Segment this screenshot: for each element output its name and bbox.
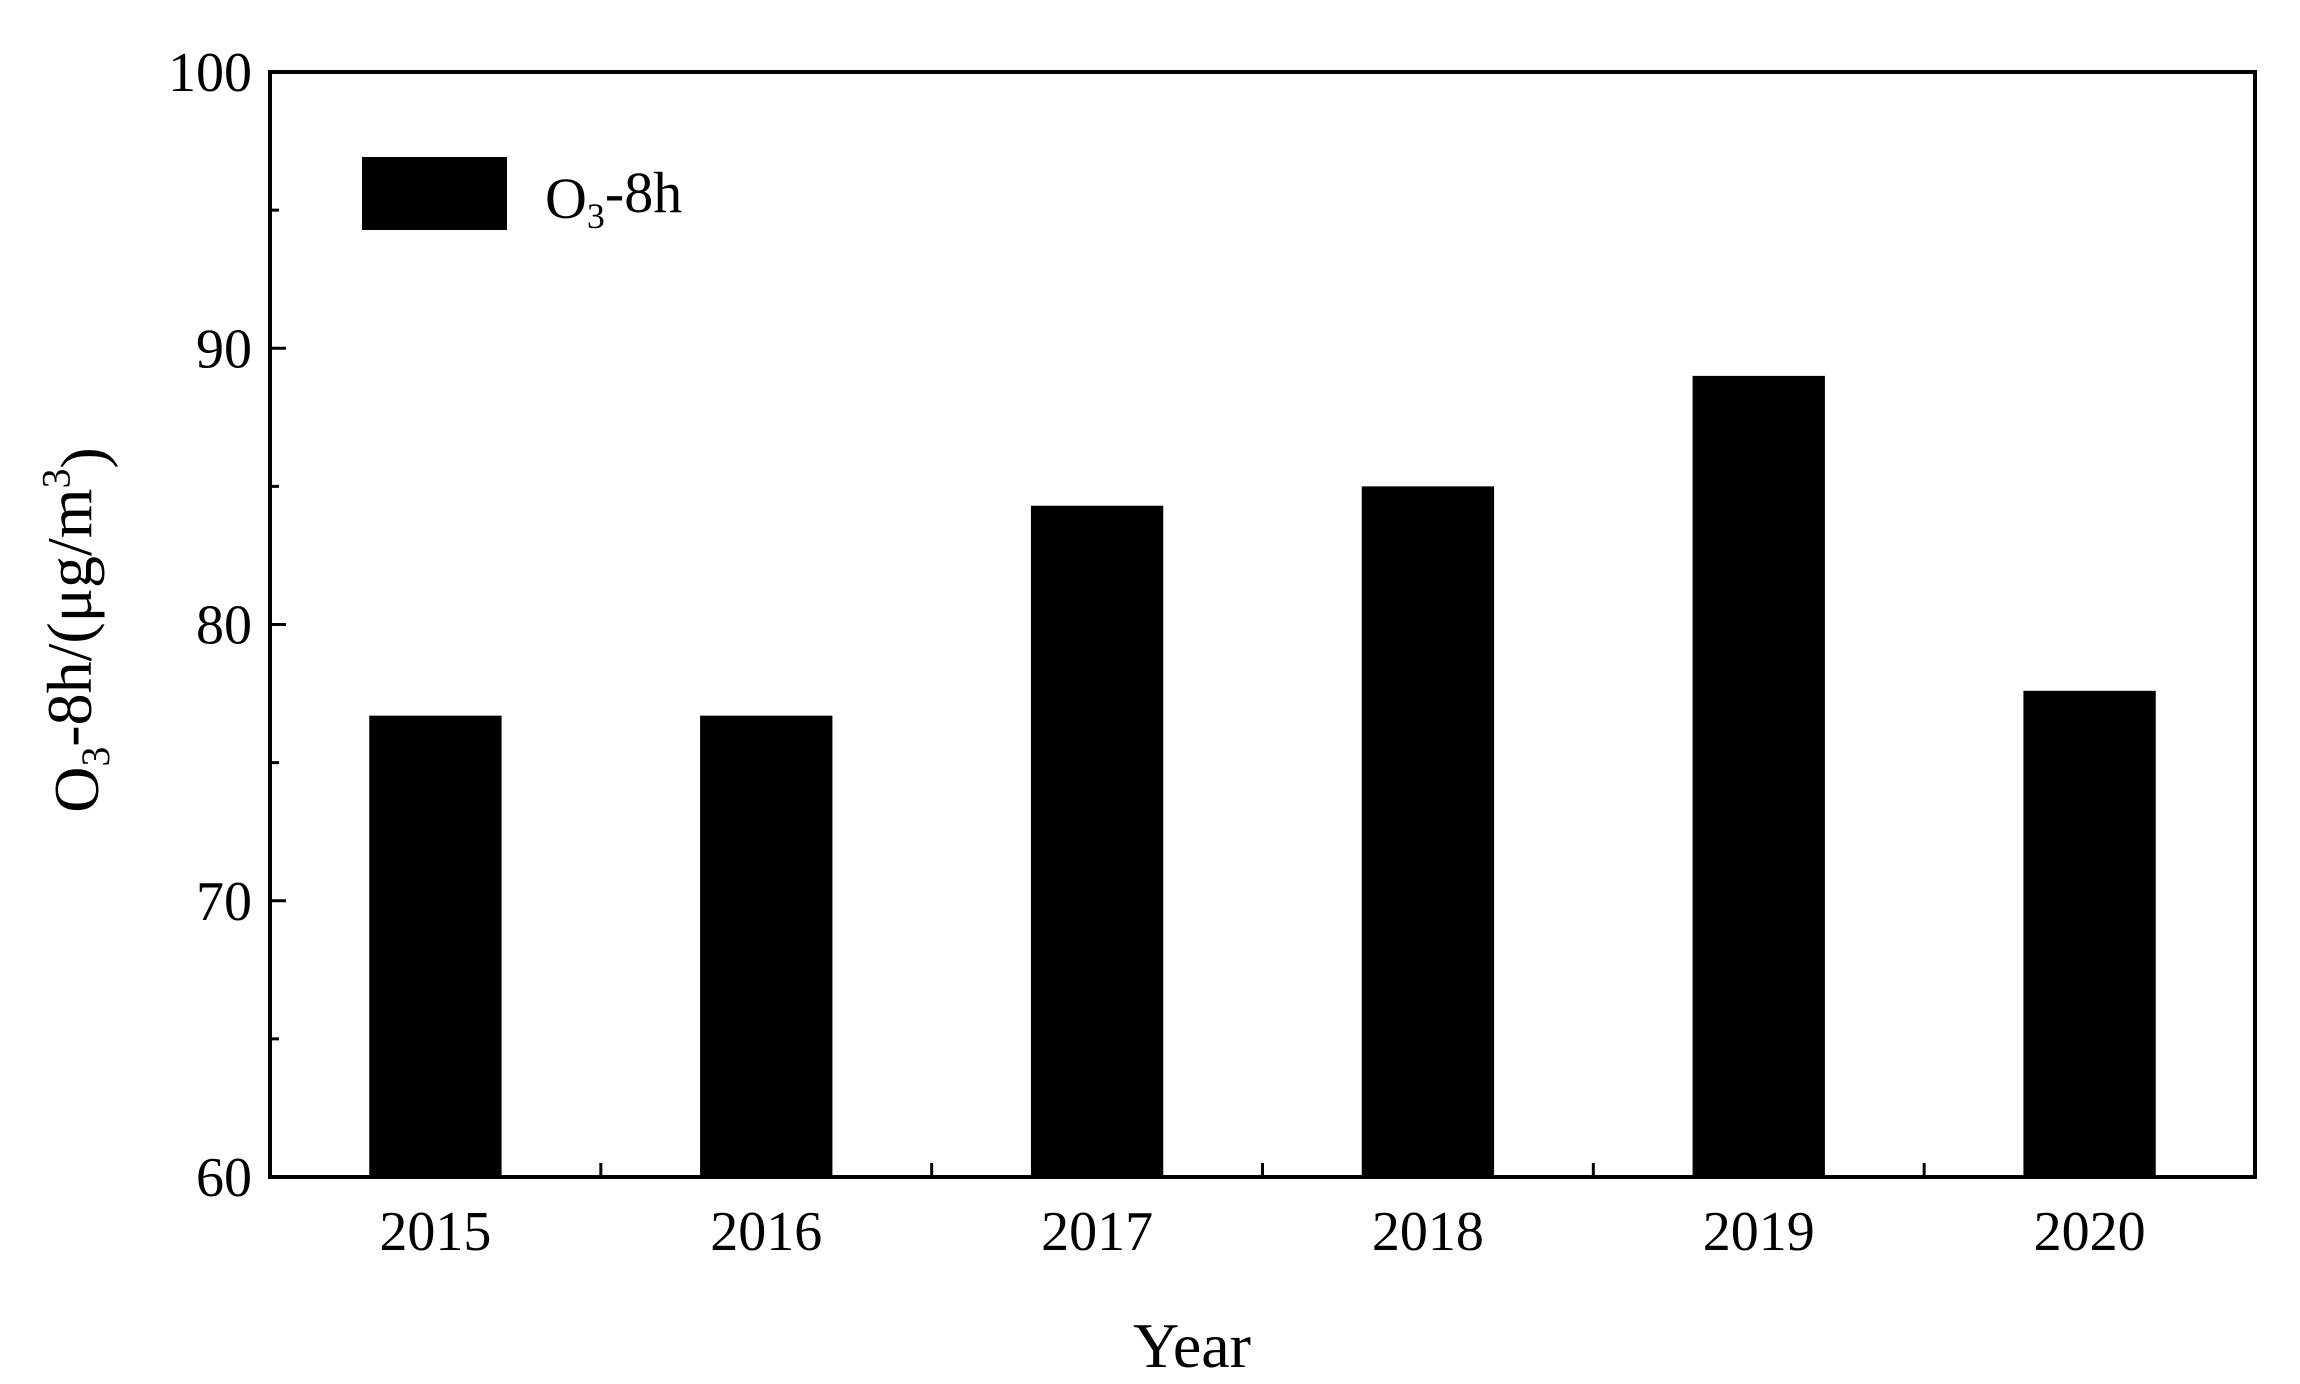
x-tick-label: 2020	[2034, 1201, 2146, 1263]
bar-2019	[1692, 375, 1825, 1177]
bar-2020	[2023, 690, 2156, 1177]
bar-2018	[1361, 486, 1495, 1177]
x-tick-label: 2017	[1041, 1201, 1153, 1263]
y-axis-title: O3-8h/(μg/m3)	[34, 447, 118, 813]
x-tick-label: 2015	[379, 1201, 491, 1263]
x-tick-label: 2019	[1703, 1201, 1815, 1263]
bar-2015	[369, 715, 502, 1177]
y-tick-label: 60	[196, 1147, 252, 1209]
y-axis-ticks: 60 70 80 90 100	[168, 42, 286, 1209]
bar-2017	[1030, 505, 1164, 1177]
x-tick-label: 2018	[1372, 1201, 1484, 1263]
x-axis-ticks: 2015 2016 2017 2018 2019 2020	[379, 1163, 2146, 1263]
bars-group	[369, 375, 2156, 1177]
plot-frame	[268, 70, 2257, 1179]
y-tick-label: 80	[196, 595, 252, 657]
y-tick-label: 100	[168, 42, 252, 104]
legend-swatch	[362, 157, 507, 230]
legend: O3-8h	[362, 157, 682, 236]
y-tick-label: 90	[196, 318, 252, 380]
legend-label: O3-8h	[545, 160, 682, 236]
x-tick-label: 2016	[710, 1201, 822, 1263]
y-tick-label: 70	[196, 871, 252, 933]
bar-2016	[700, 715, 833, 1177]
x-axis-title: Year	[1133, 1310, 1251, 1381]
